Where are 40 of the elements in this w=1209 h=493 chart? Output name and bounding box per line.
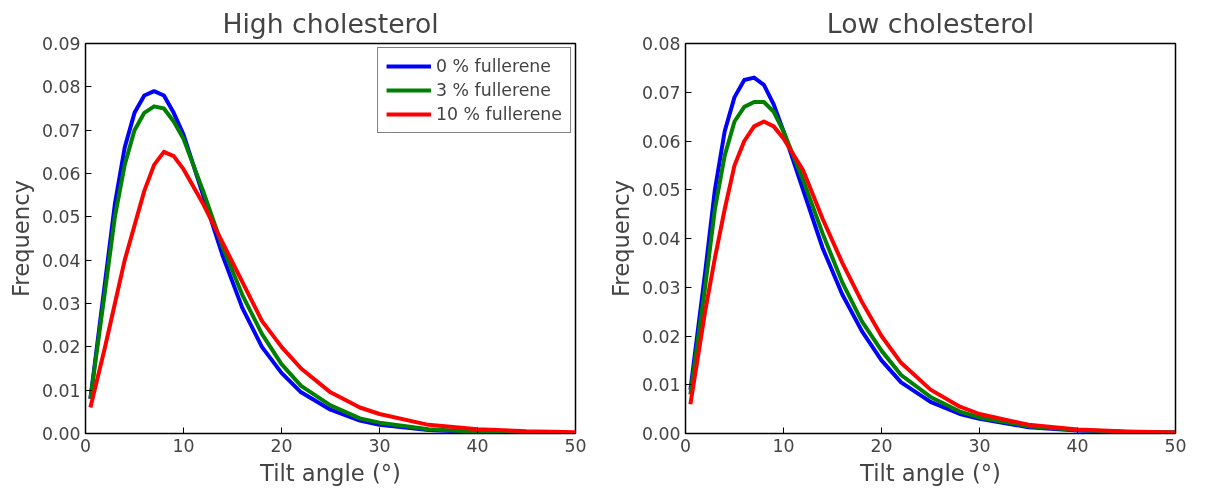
x-tick-label: 50 (564, 435, 587, 456)
y-tick-label: 0.07 (641, 82, 681, 103)
x-tick-label: 0 (79, 435, 92, 456)
y-axis-title: Frequency (607, 179, 634, 298)
x-tick-label: 30 (368, 435, 391, 456)
y-tick-label: 0.06 (41, 164, 81, 184)
x-tick-label: 40 (1066, 435, 1089, 456)
legend-label: 0 % fullerene (436, 56, 551, 76)
y-tick-label: 0.02 (641, 326, 681, 347)
x-axis-title: Tilt angle (°) (259, 459, 401, 486)
chart-title: Low cholesterol (826, 7, 1035, 39)
y-tick-label: 0.03 (641, 277, 681, 298)
y-tick-label: 0.08 (41, 77, 81, 98)
y-tick-label: 0.05 (41, 207, 81, 228)
y-tick-label: 0.04 (641, 229, 681, 249)
x-tick-label: 50 (1164, 435, 1187, 456)
y-tick-label: 0.06 (641, 131, 681, 152)
y-tick-label: 0.02 (41, 337, 81, 358)
x-tick-label: 40 (466, 435, 489, 456)
y-tick-label: 0.09 (41, 34, 81, 54)
x-axis-title: Tilt angle (°) (859, 459, 1001, 486)
y-tick-label: 0.01 (41, 380, 81, 401)
x-tick-label: 20 (270, 435, 293, 456)
y-tick-label: 0.07 (41, 120, 81, 141)
y-tick-label: 0.08 (641, 34, 681, 54)
y-axis-title: Frequency (7, 179, 34, 298)
y-tick-label: 0.03 (41, 294, 81, 314)
x-tick-label: 0 (679, 435, 692, 456)
y-tick-label: 0.04 (41, 250, 81, 271)
y-tick-label: 0.00 (641, 424, 681, 444)
legend-label: 10 % fullerene (436, 104, 562, 124)
chart-title: High cholesterol (222, 7, 439, 39)
x-tick-label: 30 (968, 435, 991, 456)
y-tick-label: 0.01 (641, 375, 681, 396)
x-tick-label: 10 (772, 435, 795, 456)
y-tick-label: 0.00 (41, 424, 81, 444)
x-tick-label: 10 (172, 435, 195, 456)
x-tick-label: 20 (870, 435, 893, 456)
y-tick-label: 0.05 (641, 180, 681, 201)
legend-label: 3 % fullerene (436, 80, 551, 100)
